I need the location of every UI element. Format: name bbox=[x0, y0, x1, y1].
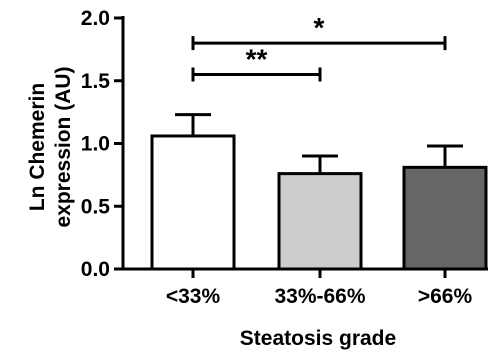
significance-label-1: ** bbox=[246, 43, 268, 74]
y-tick-label-5: 2.0 bbox=[81, 7, 110, 30]
bar-2 bbox=[277, 172, 363, 271]
bar-3 bbox=[402, 165, 488, 271]
y-tick-label-3: 1.0 bbox=[81, 133, 110, 156]
x-tick-label-1: <33% bbox=[166, 285, 221, 308]
y-tick-label-4: 1.5 bbox=[81, 70, 111, 93]
x-tick-label-3: >66% bbox=[418, 285, 473, 308]
significance-label-2: * bbox=[314, 12, 325, 43]
bar-1 bbox=[150, 134, 236, 271]
y-axis-title-line-1: Ln Chemerin bbox=[26, 83, 49, 211]
x-tick-label-2: 33%-66% bbox=[274, 285, 365, 308]
y-tick-label-1: 0.0 bbox=[81, 258, 110, 281]
y-axis-title-line-2: expression (AU) bbox=[52, 66, 75, 227]
x-axis-title: Steatosis grade bbox=[240, 327, 396, 350]
plot-area: 0.00.51.01.52.0<33% 33%-66% >66%*** bbox=[81, 7, 488, 308]
y-tick-label-2: 0.5 bbox=[81, 195, 111, 218]
y-axis-title: Ln Chemerin expression (AU) bbox=[26, 66, 75, 227]
